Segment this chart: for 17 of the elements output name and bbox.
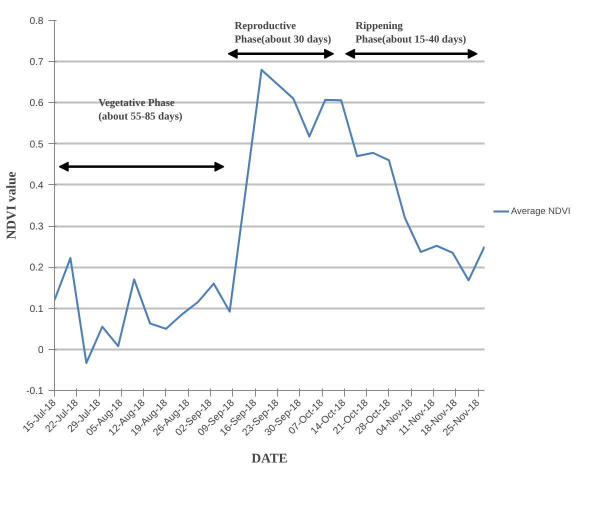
y-tick-label: -0.1 bbox=[26, 386, 44, 397]
legend-label: Average NDVI bbox=[511, 206, 570, 216]
y-tick-label: 0 bbox=[38, 344, 44, 356]
annotation: Reproductive Phase(about 30 days) bbox=[234, 21, 332, 46]
y-axis-title: NDVI value bbox=[3, 172, 18, 240]
annotation: Rippening Phase(about 15-40 days) bbox=[356, 21, 467, 46]
y-tick-label: 0.7 bbox=[30, 57, 44, 68]
x-axis-title: DATE bbox=[251, 450, 288, 466]
line-series bbox=[54, 68, 484, 364]
y-tick-label: 0.2 bbox=[30, 262, 44, 274]
y-tick-label: 0.1 bbox=[30, 304, 44, 315]
y-tick-label: 0.3 bbox=[30, 222, 44, 233]
annotation: Vegetative Phase (about 55-85 days) bbox=[98, 98, 183, 122]
y-tick-label: 0.8 bbox=[30, 16, 44, 27]
y-tick-label: 0.4 bbox=[30, 180, 44, 192]
y-tick-label: 0.5 bbox=[30, 139, 44, 150]
y-tick-label: 0.6 bbox=[30, 98, 44, 110]
